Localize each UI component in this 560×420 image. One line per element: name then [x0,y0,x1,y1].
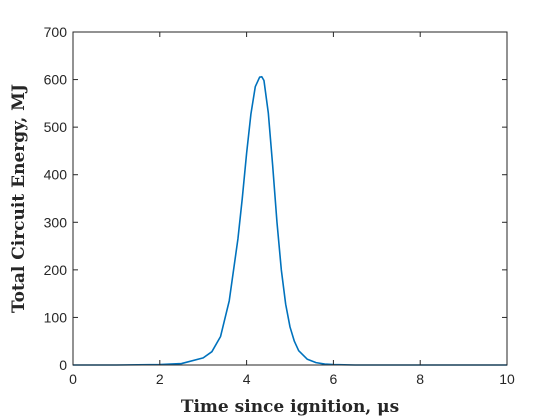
x-axis-label: Time since ignition, μs [181,397,399,417]
y-tick-label: 0 [59,357,67,373]
y-tick-label: 400 [44,167,68,183]
y-tick-label: 600 [44,72,68,88]
x-tick-label: 8 [416,371,424,387]
x-tick-label: 10 [499,371,515,387]
y-tick-label: 500 [44,119,68,135]
plot-frame [72,31,508,366]
y-axis-label: Total Circuit Energy, MJ [9,84,29,313]
x-tick-label: 4 [243,371,251,387]
y-tick-label: 700 [44,24,68,40]
y-tick-label: 300 [44,214,68,230]
x-tick-label: 0 [69,371,77,387]
series-line [73,75,507,366]
y-tick-label: 100 [44,309,68,325]
x-tick-label: 2 [156,371,164,387]
x-tick-label: 6 [330,371,338,387]
chart-marks [73,75,507,366]
y-tick-label: 200 [44,262,68,278]
